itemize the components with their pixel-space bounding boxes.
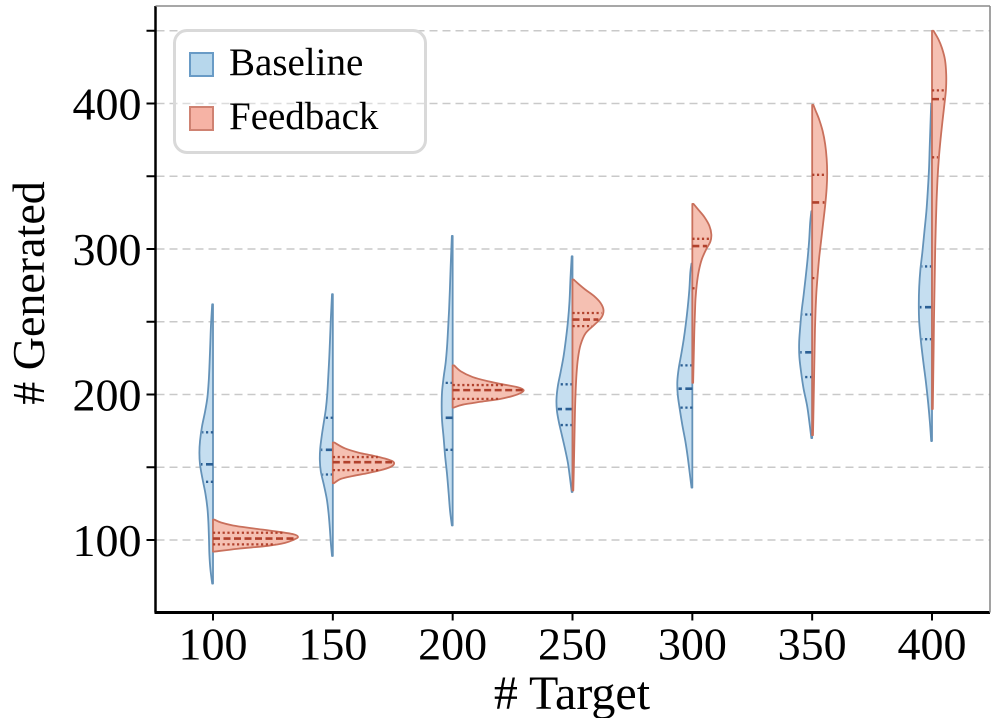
violin-feedback-300 [691,202,713,384]
y-axis-label: # Generated [3,181,54,405]
violin-feedback-100 [212,518,299,553]
violin-baseline-350 [798,210,814,440]
x-tick-label-150: 150 [298,619,367,670]
violin-feedback-250 [571,278,605,492]
feedback-swatch-icon [189,105,214,131]
legend-label-feedback: Feedback [229,94,379,138]
legend-item-baseline: Baseline [189,43,414,87]
x-tick-label-100: 100 [179,619,248,670]
x-tick-label-400: 400 [898,619,967,670]
x-axis-label: # Target [494,667,651,718]
y-tick-label-300: 300 [73,224,142,275]
x-tick-label-250: 250 [538,619,607,670]
violin-feedback-200 [451,364,525,409]
y-tick-label-200: 200 [73,370,142,421]
x-tick-label-200: 200 [418,619,487,670]
violin-feedback-150 [331,441,396,485]
violin-baseline-200 [440,235,454,527]
violin-baseline-100 [198,303,214,585]
legend: Baseline Feedback [173,29,427,154]
violin-baseline-150 [318,293,334,557]
x-tick-label-300: 300 [658,619,727,670]
y-tick-label-100: 100 [73,515,142,566]
x-tick-label-350: 350 [778,619,847,670]
baseline-swatch-icon [189,52,214,78]
chart-generated-content: 100 150 200 250 300 350 400 100 200 300 400 [73,5,991,670]
legend-label-baseline: Baseline [229,41,364,85]
violin-baseline-250 [555,255,574,493]
legend-item-feedback: Feedback [189,96,414,140]
violin-feedback-400 [931,29,948,410]
violin-baseline-300 [676,262,694,489]
violin-feedback-350 [811,104,829,437]
violin-baseline-400 [917,102,933,442]
y-tick-label-400: 400 [73,79,142,130]
